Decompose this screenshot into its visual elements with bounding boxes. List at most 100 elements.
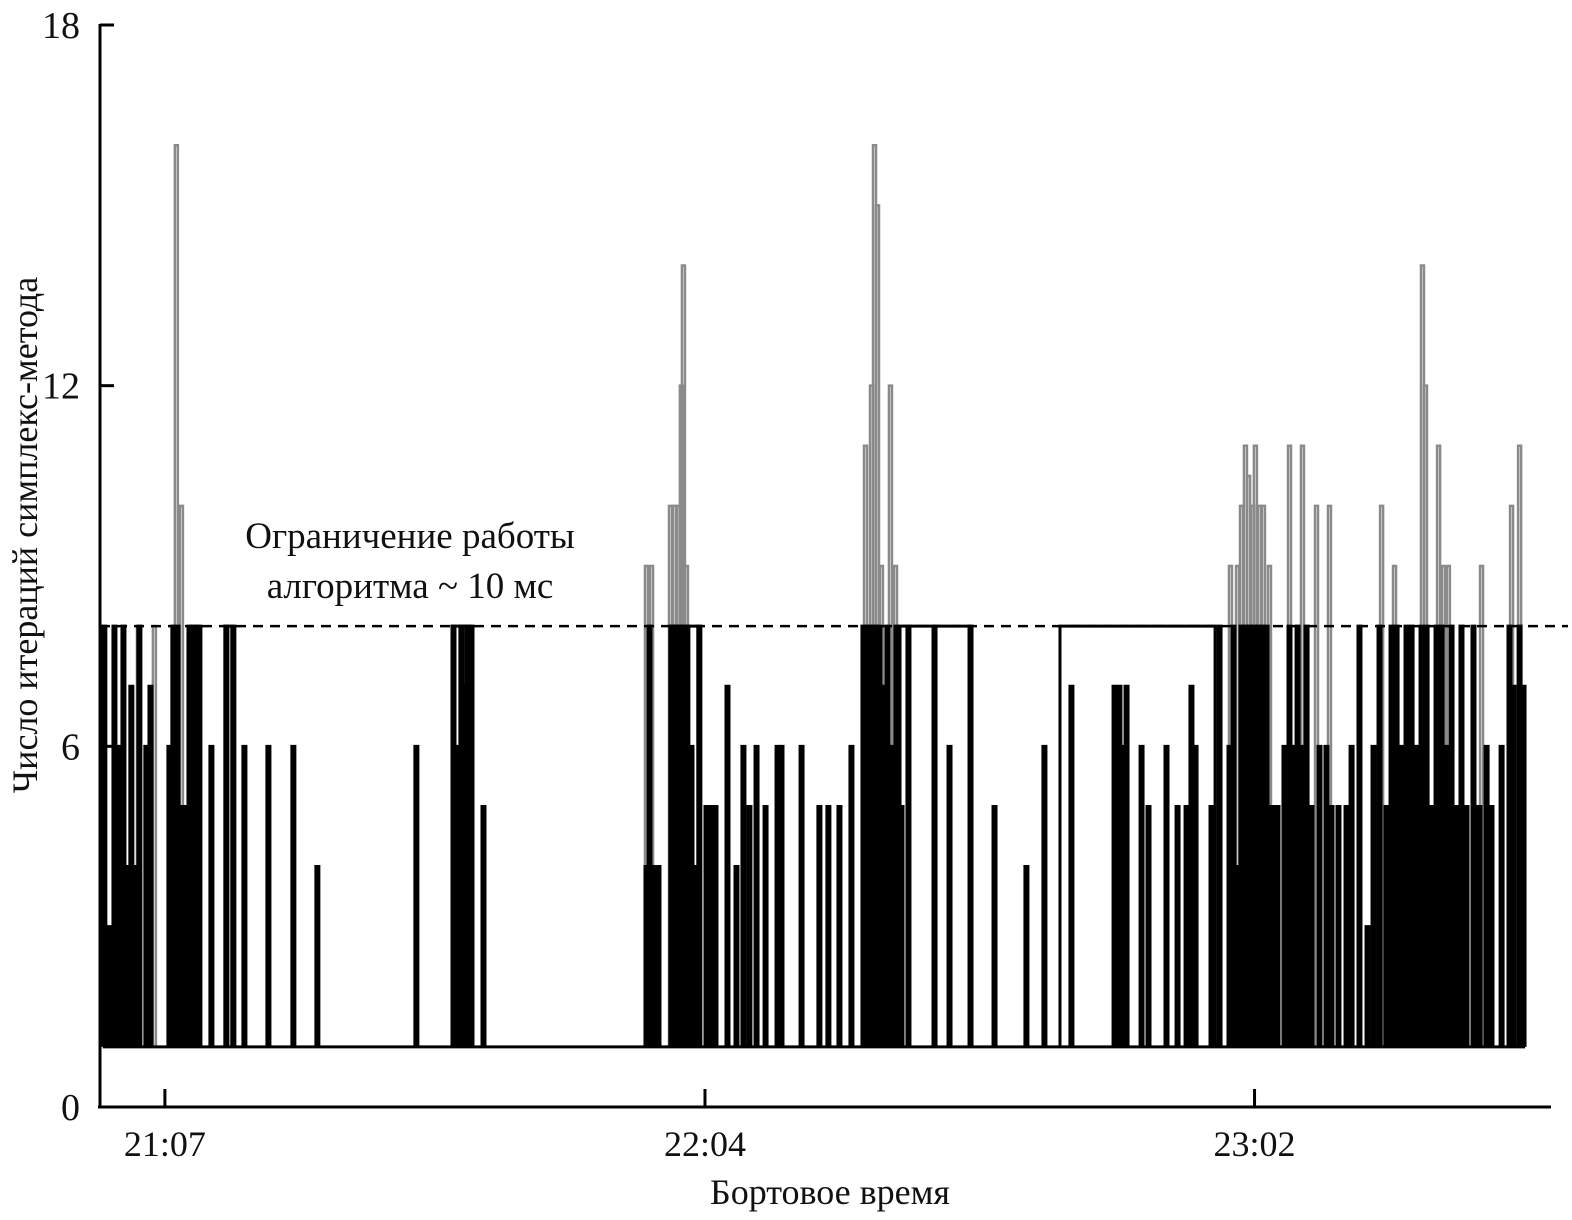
x-axis-label: Бортовое время	[710, 1172, 950, 1212]
spike-mark	[1438, 624, 1445, 1047]
spike-mark	[1448, 624, 1455, 1047]
x-tick-label: 22:04	[664, 1124, 746, 1164]
spike-mark	[1423, 624, 1430, 1047]
spike-mark	[876, 624, 883, 1047]
spike-mark	[967, 624, 974, 1047]
x-tick-label: 23:02	[1214, 1124, 1296, 1164]
spike-mark	[1328, 804, 1335, 1047]
spike-mark	[314, 865, 321, 1047]
spike-mark	[1303, 624, 1310, 1047]
y-tick-label: 6	[61, 726, 80, 768]
spike-mark	[1123, 684, 1130, 1047]
y-tick-label: 0	[61, 1087, 80, 1129]
spike-mark	[116, 744, 123, 1047]
spike-mark	[893, 624, 900, 1047]
spike-mark	[1254, 624, 1261, 1047]
bounded-series	[101, 624, 1527, 1049]
spike-mark	[1348, 744, 1355, 1047]
spike-mark	[746, 804, 753, 1047]
y-tick-label: 18	[42, 5, 80, 47]
spike-mark	[230, 624, 237, 1047]
spike-mark	[1145, 804, 1152, 1047]
spike-mark	[147, 684, 154, 1047]
spike-mark	[703, 804, 710, 1047]
spike-mark	[1208, 804, 1215, 1047]
spike-mark	[724, 684, 731, 1047]
spike-mark	[991, 804, 998, 1047]
spike-mark	[1418, 624, 1425, 1047]
spike-mark	[931, 624, 938, 1047]
spike-mark	[1343, 804, 1350, 1047]
y-axis-label: Число итераций симплекс-метода	[5, 277, 45, 793]
spike-mark	[864, 624, 871, 1047]
plateau-step	[934, 624, 972, 1047]
spike-mark	[1403, 624, 1410, 1047]
spike-mark	[464, 624, 471, 1047]
spike-mark	[905, 624, 912, 1047]
spike-mark	[1393, 624, 1400, 1047]
spike-mark	[1242, 624, 1249, 1047]
spike-mark	[1510, 684, 1517, 1047]
spike-mark	[1068, 684, 1075, 1047]
spike-mark	[1335, 804, 1342, 1047]
spike-mark	[170, 624, 177, 1047]
spike-mark	[1476, 804, 1483, 1047]
spike-mark	[1443, 744, 1450, 1047]
spike-mark	[1506, 624, 1513, 1047]
spike-mark	[1370, 744, 1377, 1047]
spike-mark	[1483, 744, 1490, 1047]
spike-mark	[1183, 804, 1190, 1047]
spike-mark	[1498, 744, 1505, 1047]
spike-mark	[223, 624, 230, 1047]
plateau-step	[898, 624, 935, 1047]
spike-mark	[136, 624, 143, 1047]
spike-mark	[1458, 624, 1465, 1047]
spike-mark	[1111, 684, 1118, 1047]
spike-mark	[1116, 684, 1123, 1047]
spike-mark	[1316, 744, 1323, 1047]
spike-mark	[290, 744, 297, 1047]
spike-mark	[1413, 744, 1420, 1047]
spike-mark	[1463, 804, 1470, 1047]
spike-mark	[753, 744, 760, 1047]
spike-mark	[1308, 804, 1315, 1047]
spike-mark	[816, 804, 823, 1047]
spike-mark	[1298, 744, 1305, 1047]
spike-mark	[468, 624, 475, 1047]
spike-mark	[480, 804, 487, 1047]
spike-mark	[1376, 624, 1383, 1047]
spike-mark	[733, 865, 740, 1047]
spike-mark	[1383, 804, 1390, 1047]
spike-mark	[143, 744, 150, 1047]
spike-mark	[1453, 804, 1460, 1047]
spike-mark	[1258, 624, 1265, 1047]
spike-mark	[1470, 624, 1477, 1047]
spike-mark	[655, 865, 662, 1047]
spike-mark	[1408, 624, 1415, 1047]
spike-mark	[1488, 804, 1495, 1047]
spike-mark	[898, 804, 905, 1047]
spike-mark	[111, 624, 118, 1047]
spike-mark	[196, 624, 203, 1047]
spike-mark	[1174, 804, 1181, 1047]
spike-mark	[1268, 804, 1275, 1047]
spike-mark	[1356, 624, 1363, 1047]
spike-mark	[176, 804, 183, 1047]
spike-mark	[1263, 624, 1270, 1047]
spike-mark	[265, 744, 272, 1047]
spike-mark	[712, 804, 719, 1047]
spike-mark	[778, 744, 785, 1047]
spike-mark	[1428, 804, 1435, 1047]
spike-mark	[208, 744, 215, 1047]
spike-mark	[762, 804, 769, 1047]
spike-mark	[798, 744, 805, 1047]
spike-mark	[888, 744, 895, 1047]
spike-mark	[1388, 624, 1395, 1047]
spike-mark	[1216, 624, 1223, 1047]
spike-mark	[650, 865, 657, 1047]
spike-mark	[1041, 744, 1048, 1047]
spike-mark	[1281, 744, 1288, 1047]
spike-mark	[241, 744, 248, 1047]
spike-mark	[1433, 624, 1440, 1047]
